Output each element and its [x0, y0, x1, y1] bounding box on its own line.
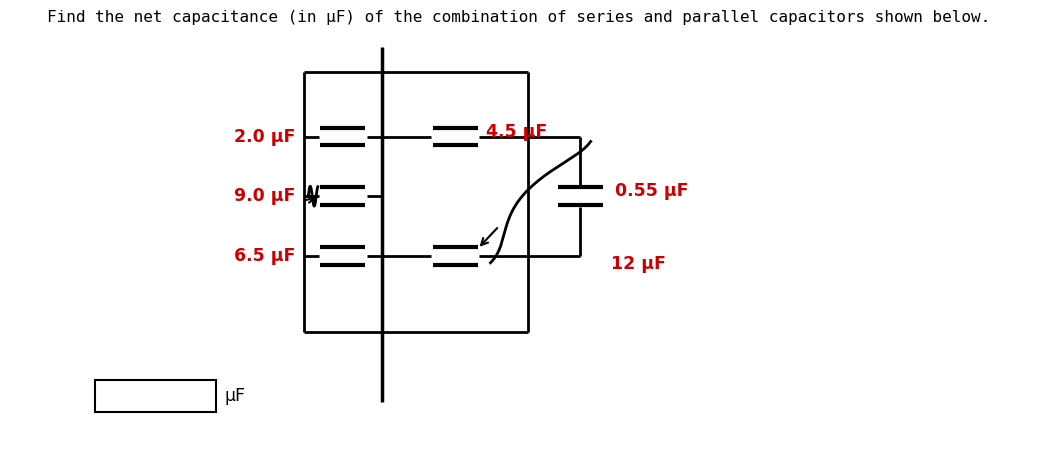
Text: Find the net capacitance (in μF) of the combination of series and parallel capac: Find the net capacitance (in μF) of the …: [48, 10, 990, 25]
Bar: [94, 380, 216, 412]
Text: μF: μF: [224, 387, 246, 405]
Text: 6.5 μF: 6.5 μF: [234, 247, 296, 265]
Text: 0.55 μF: 0.55 μF: [614, 182, 688, 200]
Text: 9.0 μF: 9.0 μF: [234, 187, 296, 205]
Text: 12 μF: 12 μF: [611, 255, 666, 273]
Text: 2.0 μF: 2.0 μF: [234, 128, 296, 146]
Text: 4.5 μF: 4.5 μF: [486, 123, 547, 141]
